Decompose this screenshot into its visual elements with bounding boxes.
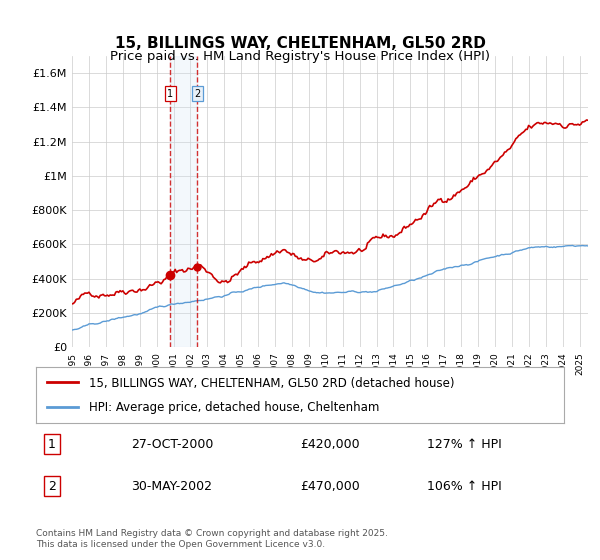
Text: Price paid vs. HM Land Registry's House Price Index (HPI): Price paid vs. HM Land Registry's House … <box>110 50 490 63</box>
Text: 30-MAY-2002: 30-MAY-2002 <box>131 479 212 493</box>
Text: 2: 2 <box>194 88 200 99</box>
Text: HPI: Average price, detached house, Cheltenham: HPI: Average price, detached house, Chel… <box>89 400 379 414</box>
Text: 15, BILLINGS WAY, CHELTENHAM, GL50 2RD: 15, BILLINGS WAY, CHELTENHAM, GL50 2RD <box>115 36 485 52</box>
Text: £470,000: £470,000 <box>300 479 360 493</box>
Text: 127% ↑ HPI: 127% ↑ HPI <box>427 437 502 451</box>
Text: 15, BILLINGS WAY, CHELTENHAM, GL50 2RD (detached house): 15, BILLINGS WAY, CHELTENHAM, GL50 2RD (… <box>89 377 454 390</box>
Bar <box>170 56 197 347</box>
Text: 1: 1 <box>167 88 173 99</box>
Text: £420,000: £420,000 <box>300 437 359 451</box>
Text: 27-OCT-2000: 27-OCT-2000 <box>131 437 214 451</box>
Text: 1: 1 <box>48 437 56 451</box>
Text: Contains HM Land Registry data © Crown copyright and database right 2025.
This d: Contains HM Land Registry data © Crown c… <box>36 529 388 549</box>
Text: 2: 2 <box>48 479 56 493</box>
Text: 106% ↑ HPI: 106% ↑ HPI <box>427 479 502 493</box>
